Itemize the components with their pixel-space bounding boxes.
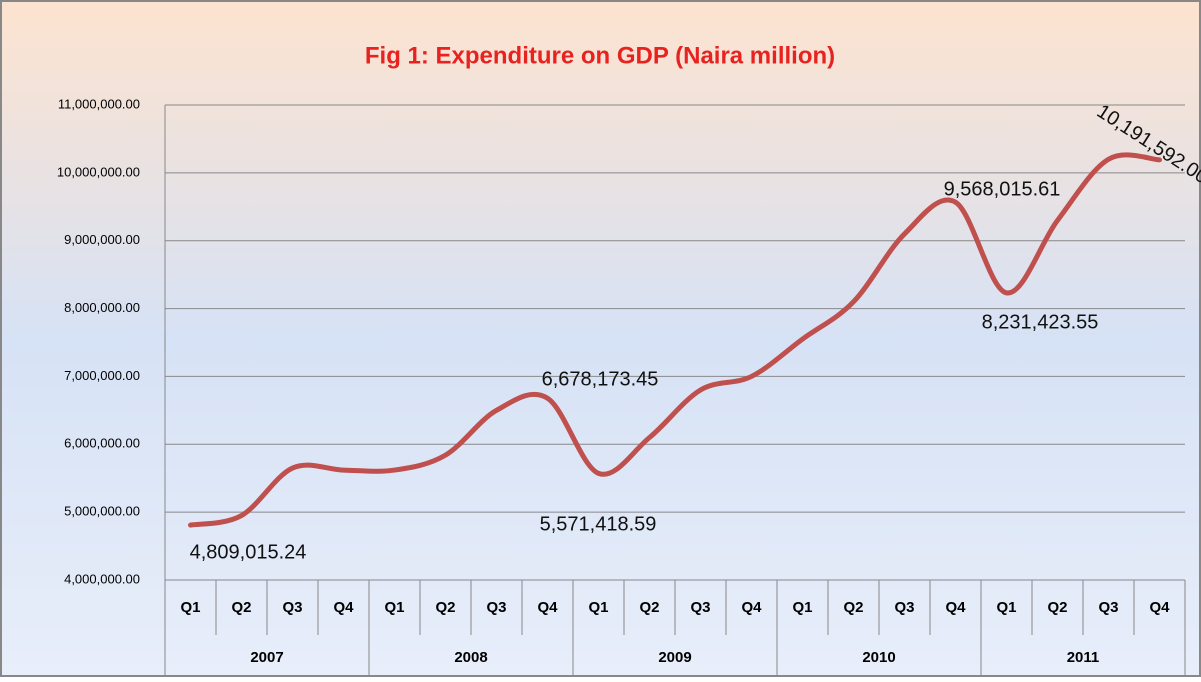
x-tick-label: Q3: [894, 599, 914, 616]
data-label: 5,571,418.59: [540, 513, 657, 535]
x-tick-label: Q3: [486, 599, 506, 616]
x-group-label: 2011: [1067, 649, 1100, 666]
y-tick-label: 11,000,000.00: [58, 96, 140, 111]
x-tick-label: Q4: [537, 599, 558, 616]
y-tick-label: 10,000,000.00: [57, 164, 140, 179]
data-label: 8,231,423.55: [982, 311, 1099, 333]
x-tick-label: Q4: [1149, 599, 1170, 616]
y-tick-label: 8,000,000.00: [64, 300, 140, 315]
x-group-label: 2010: [862, 649, 895, 666]
x-tick-label: Q1: [384, 599, 404, 616]
x-tick-label: Q3: [1098, 599, 1118, 616]
chart-title: Fig 1: Expenditure on GDP (Naira million…: [365, 42, 835, 69]
x-tick-label: Q2: [639, 599, 659, 616]
x-tick-label: Q1: [996, 599, 1016, 616]
series-line: [188, 152, 1162, 528]
data-label: 9,568,015.61: [944, 178, 1061, 200]
x-tick-label: Q2: [435, 599, 455, 616]
x-tick-label: Q2: [231, 599, 251, 616]
data-label: 4,809,015.24: [190, 541, 307, 563]
x-tick-label: Q2: [843, 599, 863, 616]
data-label: 6,678,173.45: [542, 368, 659, 390]
x-tick-label: Q3: [282, 599, 302, 616]
x-tick-label: Q1: [180, 599, 200, 616]
y-tick-label: 7,000,000.00: [64, 368, 140, 383]
y-tick-label: 4,000,000.00: [64, 571, 140, 586]
x-tick-label: Q4: [333, 599, 354, 616]
x-group-label: 2008: [454, 649, 487, 666]
x-tick-label: Q2: [1047, 599, 1067, 616]
x-tick-label: Q4: [741, 599, 762, 616]
x-tick-label: Q1: [792, 599, 812, 616]
x-tick-label: Q3: [690, 599, 710, 616]
x-tick-label: Q1: [588, 599, 608, 616]
y-tick-label: 6,000,000.00: [64, 436, 140, 451]
y-tick-label: 5,000,000.00: [64, 504, 140, 519]
x-tick-label: Q4: [945, 599, 966, 616]
x-group-label: 2007: [250, 649, 283, 666]
x-group-label: 2009: [658, 649, 691, 666]
y-tick-label: 9,000,000.00: [64, 232, 140, 247]
